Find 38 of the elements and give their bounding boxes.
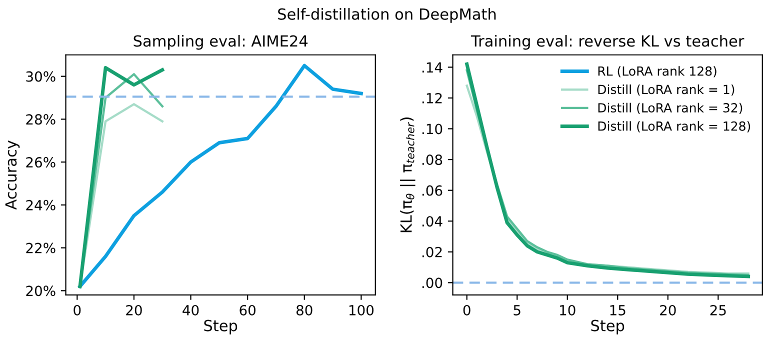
- legend-label: Distill (LoRA rank = 128): [598, 121, 750, 132]
- x-tick-label: 40: [182, 304, 199, 316]
- line-series: [78, 64, 363, 288]
- y-tick-label: 26%: [26, 157, 56, 168]
- x-tick-label: 60: [240, 304, 256, 316]
- y-tick-label: .02: [422, 246, 442, 258]
- y-tick-label: .00: [422, 278, 442, 288]
- chart-title: Sampling eval: AIME24: [134, 34, 308, 50]
- x-tick-label: 25: [710, 304, 726, 316]
- y-tick-label: 24%: [26, 200, 56, 210]
- y-tick-label: 22%: [26, 242, 56, 254]
- x-tick-label: 0: [463, 304, 470, 316]
- y-axis-title: Accuracy: [5, 140, 20, 210]
- y-tick-label: .12: [422, 92, 442, 104]
- chart-title: Training eval: reverse KL vs teacher: [470, 34, 744, 50]
- x-tick-label: 5: [514, 305, 520, 316]
- x-axis-title: Step: [204, 320, 238, 334]
- y-tick-label: .06: [422, 185, 442, 196]
- x-tick-label: 0: [74, 304, 81, 316]
- y-tick-label: .14: [422, 62, 442, 72]
- legend-label: Distill (LoRA rank = 32): [598, 102, 742, 114]
- y-tick-label: 30%: [26, 71, 56, 82]
- x-tick-label: 10: [560, 304, 576, 316]
- x-tick-label: 20: [660, 304, 676, 316]
- y-tick-label: .08: [422, 154, 442, 166]
- x-tick-label: 80: [296, 304, 312, 316]
- legend-label: RL (LoRA rank 128): [598, 66, 716, 78]
- y-axis-title: KL(π$_{θ}$ || π$_{teacher}$): [400, 118, 416, 232]
- y-tick-label: .04: [422, 216, 442, 227]
- legend-label: Distill (LoRA rank = 1): [598, 84, 734, 96]
- x-tick-label: 100: [349, 304, 374, 316]
- text: Self-distillation on DeepMath: [278, 8, 496, 23]
- y-tick-label: 28%: [26, 114, 56, 125]
- y-tick-label: .10: [422, 124, 442, 134]
- x-axis-title: Step: [591, 320, 624, 334]
- y-tick-label: 20%: [26, 286, 56, 296]
- x-tick-label: 15: [610, 305, 626, 316]
- x-tick-label: 20: [126, 304, 142, 316]
